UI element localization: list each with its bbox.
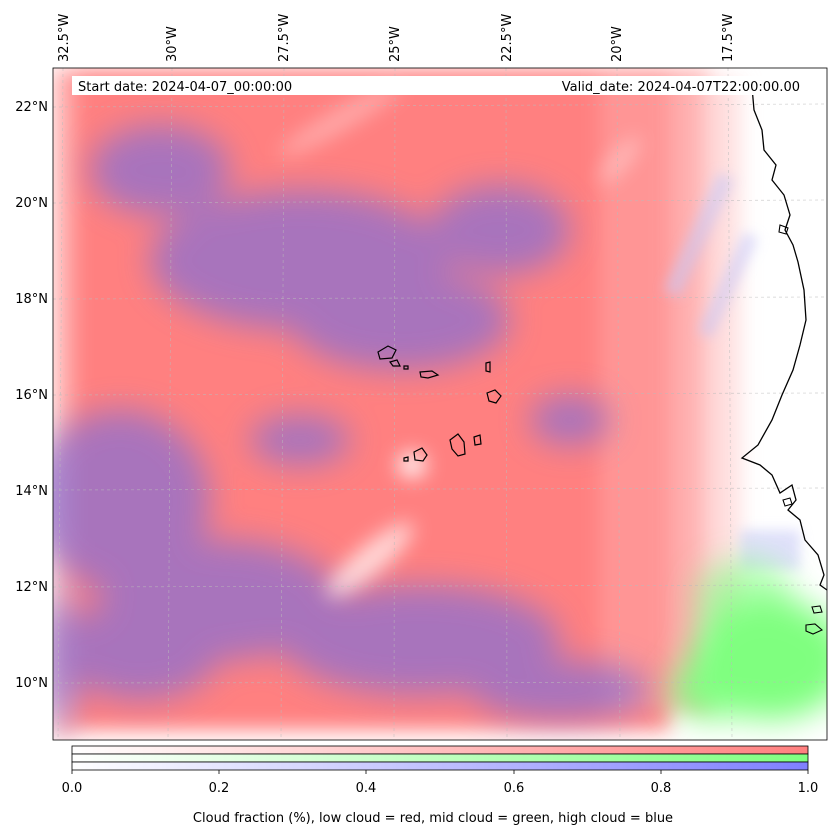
lon-label: 17.5°W bbox=[721, 14, 736, 62]
colorbar-tick: 0.4 bbox=[356, 781, 377, 796]
colorbar: 0.0 0.2 0.4 0.6 0.8 1.0 Cloud fraction (… bbox=[62, 745, 819, 826]
lat-label: 22°N bbox=[15, 100, 48, 115]
lon-label: 27.5°W bbox=[277, 14, 292, 62]
header-box bbox=[72, 76, 809, 95]
high-cloud-field bbox=[53, 125, 650, 730]
lat-label: 12°N bbox=[15, 580, 48, 595]
lat-label: 14°N bbox=[15, 484, 48, 499]
coastline bbox=[740, 86, 827, 591]
gridlines bbox=[53, 68, 827, 740]
longitude-labels: 32.5°W 30°W 27.5°W 25°W 22.5°W 20°W 17.5… bbox=[57, 14, 736, 62]
lat-label: 16°N bbox=[15, 388, 48, 403]
lat-label: 18°N bbox=[15, 292, 48, 307]
colorbar-tick: 0.6 bbox=[504, 781, 525, 796]
lat-label: 10°N bbox=[15, 676, 48, 691]
lon-label: 20°W bbox=[610, 26, 625, 62]
colorbar-tick: 0.2 bbox=[209, 781, 230, 796]
lon-label: 30°W bbox=[165, 26, 180, 62]
lat-label: 20°N bbox=[15, 196, 48, 211]
start-date-label: Start date: 2024-04-07_00:00:00 bbox=[78, 80, 292, 95]
colorbar-label: Cloud fraction (%), low cloud = red, mid… bbox=[193, 811, 673, 826]
valid-date-label: Valid_date: 2024-04-07T22:00:00.00 bbox=[562, 80, 800, 95]
cape-verde-islands bbox=[377, 345, 502, 462]
coastline-islands bbox=[778, 224, 824, 635]
lon-label: 32.5°W bbox=[57, 14, 72, 62]
lon-label: 25°W bbox=[388, 26, 403, 62]
mid-cloud-field bbox=[670, 560, 827, 720]
map-panel bbox=[53, 68, 827, 740]
latitude-labels: 22°N 20°N 18°N 16°N 14°N 12°N 10°N bbox=[15, 100, 48, 691]
map-border bbox=[52, 67, 828, 741]
colorbar-low bbox=[71, 745, 809, 755]
colorbar-tick: 0.8 bbox=[651, 781, 672, 796]
lon-label: 22.5°W bbox=[500, 14, 515, 62]
clear-patches bbox=[279, 83, 641, 597]
colorbar-high bbox=[71, 761, 809, 771]
colorbar-mid bbox=[71, 753, 809, 763]
colorbar-tick: 0.0 bbox=[62, 781, 83, 796]
colorbar-tick: 1.0 bbox=[798, 781, 819, 796]
